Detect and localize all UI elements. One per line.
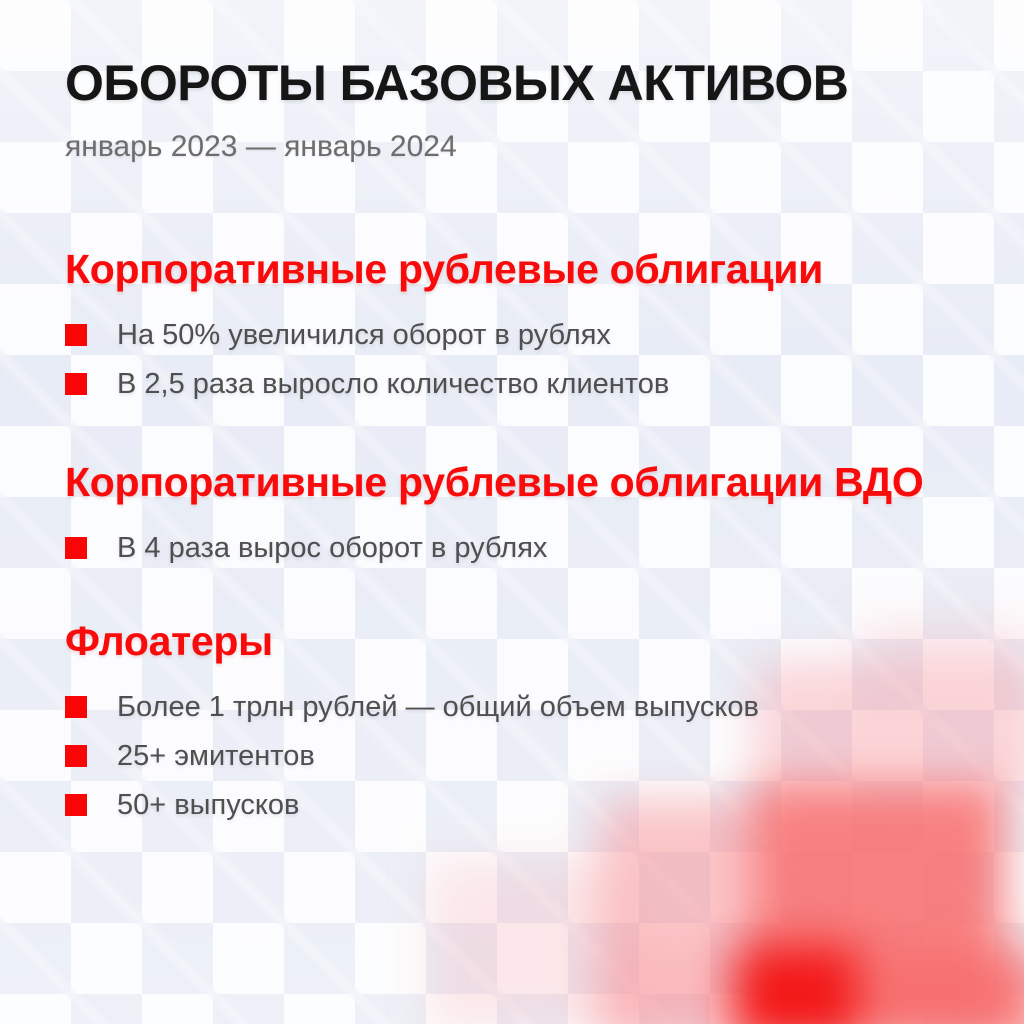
list-item: 50+ выпусков (65, 788, 1004, 822)
bullet-text: В 2,5 раза выросло количество клиентов (117, 367, 670, 400)
bullet-text: 50+ выпусков (117, 788, 300, 821)
bullet-list: На 50% увеличился оборот в рублях В 2,5 … (65, 318, 1004, 401)
mosaic-square (735, 946, 860, 1024)
list-item: В 4 раза вырос оборот в рублях (65, 531, 1004, 565)
bullet-text: На 50% увеличился оборот в рублях (117, 318, 611, 351)
section-heading: Корпоративные рублевые облигации ВДО (65, 459, 924, 505)
list-item: На 50% увеличился оборот в рублях (65, 318, 1004, 352)
mosaic-square (856, 950, 1024, 1024)
bullet-square-icon (65, 745, 87, 768)
page-subtitle: январь 2023 — январь 2024 (65, 130, 457, 163)
bullet-text: 25+ эмитентов (117, 739, 315, 772)
bullet-square-icon (65, 373, 87, 396)
section-heading: Флоатеры (65, 618, 273, 664)
mosaic-square (430, 860, 625, 1024)
mosaic-square (600, 950, 752, 1024)
section-corporate-ruble-bonds: Корпоративные рублевые облигации На 50% … (65, 246, 1004, 416)
page-title: ОБОРОТЫ БАЗОВЫХ АКТИВОВ (65, 55, 849, 111)
bullet-text: Более 1 трлн рублей — общий объем выпуск… (117, 690, 759, 723)
bullet-text: В 4 раза вырос оборот в рублях (117, 531, 548, 564)
section-floaters: Флоатеры Более 1 трлн рублей — общий объ… (65, 618, 1004, 837)
bullet-square-icon (65, 537, 87, 560)
bullet-list: В 4 раза вырос оборот в рублях (65, 531, 1004, 565)
mosaic-square (862, 620, 1024, 680)
section-corporate-ruble-bonds-vdo: Корпоративные рублевые облигации ВДО В 4… (65, 459, 1004, 580)
bullet-square-icon (65, 324, 87, 347)
bullet-square-icon (65, 794, 87, 817)
list-item: В 2,5 раза выросло количество клиентов (65, 367, 1004, 401)
bullet-square-icon (65, 696, 87, 719)
mosaic-square (755, 664, 1024, 788)
list-item: 25+ эмитентов (65, 739, 1004, 773)
section-heading: Корпоративные рублевые облигации (65, 246, 824, 292)
mosaic-square (600, 800, 752, 952)
list-item: Более 1 трлн рублей — общий объем выпуск… (65, 690, 1004, 724)
bullet-list: Более 1 трлн рублей — общий объем выпуск… (65, 690, 1004, 822)
